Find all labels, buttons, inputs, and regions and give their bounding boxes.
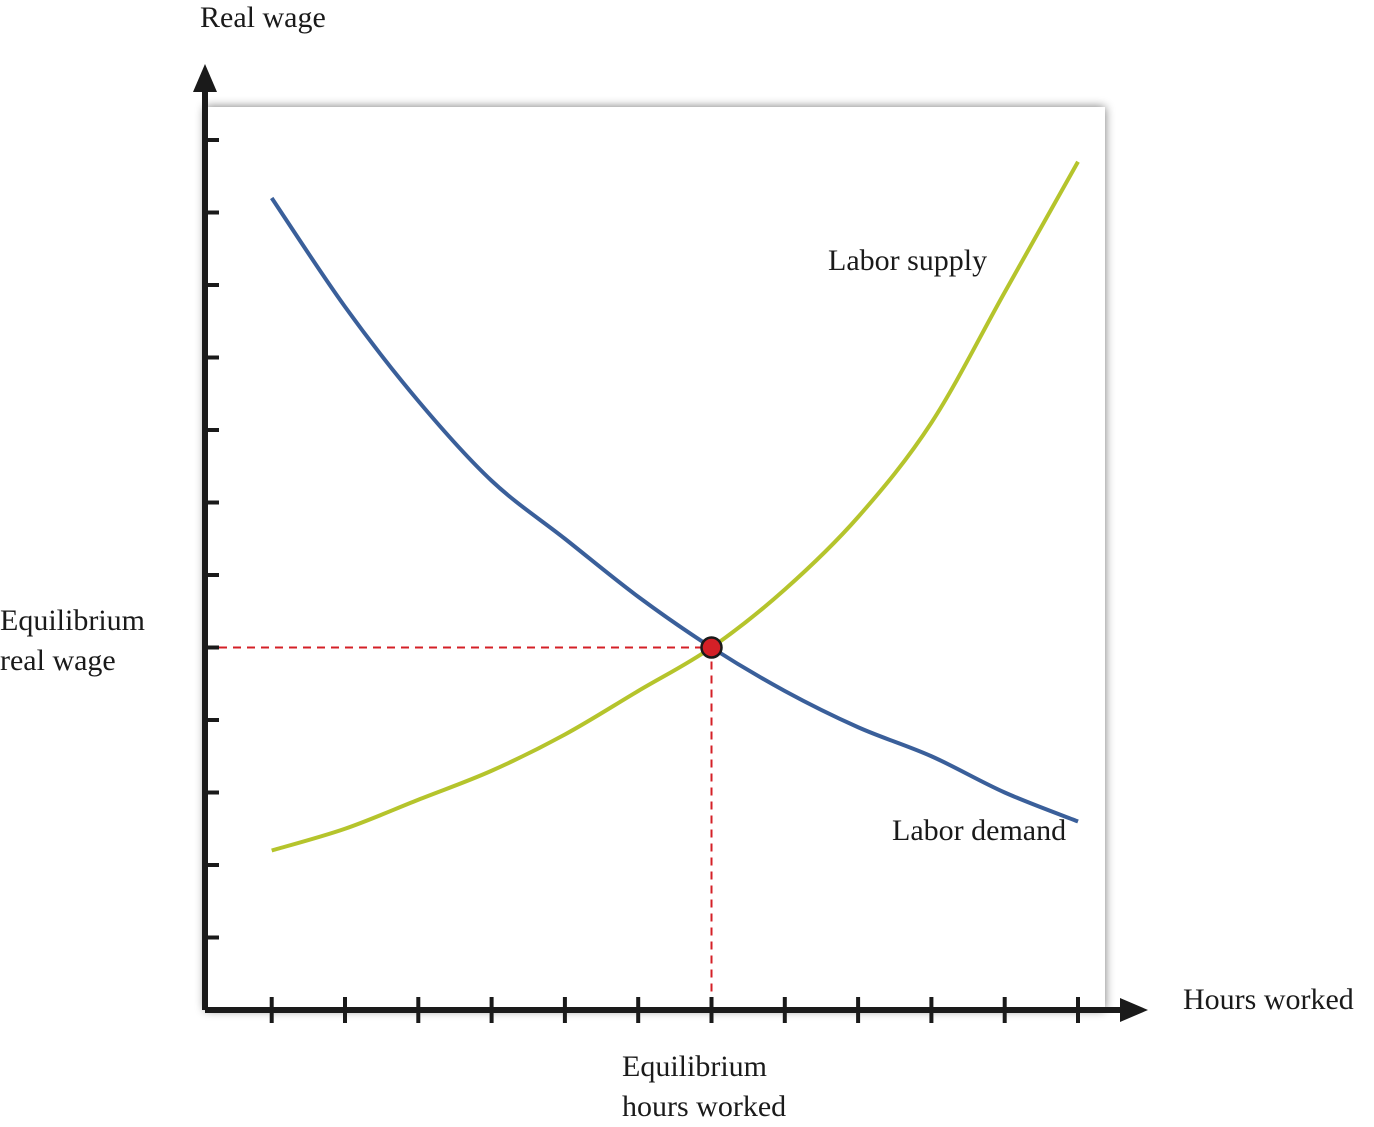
eq-hours-label-line2: hours worked <box>622 1090 786 1123</box>
x-axis-label: Hours worked <box>1183 983 1354 1016</box>
eq-hours-label-line1: Equilibrium <box>622 1050 767 1083</box>
y-axis-arrow <box>193 64 217 92</box>
eq-wage-label-line1: Equilibrium <box>0 604 145 637</box>
supply-label: Labor supply <box>828 244 987 277</box>
y-axis-label: Real wage <box>200 1 326 34</box>
equilibrium-guides <box>205 646 713 1010</box>
plot-frame <box>205 107 1105 1010</box>
demand-label: Labor demand <box>892 814 1066 847</box>
ticks <box>203 138 1081 1023</box>
equilibrium-point <box>700 636 723 659</box>
labor-demand-curve <box>270 196 1079 824</box>
x-axis-arrow <box>1120 998 1148 1022</box>
eq-wage-label-line2: real wage <box>0 644 116 677</box>
axes <box>193 64 1148 1022</box>
